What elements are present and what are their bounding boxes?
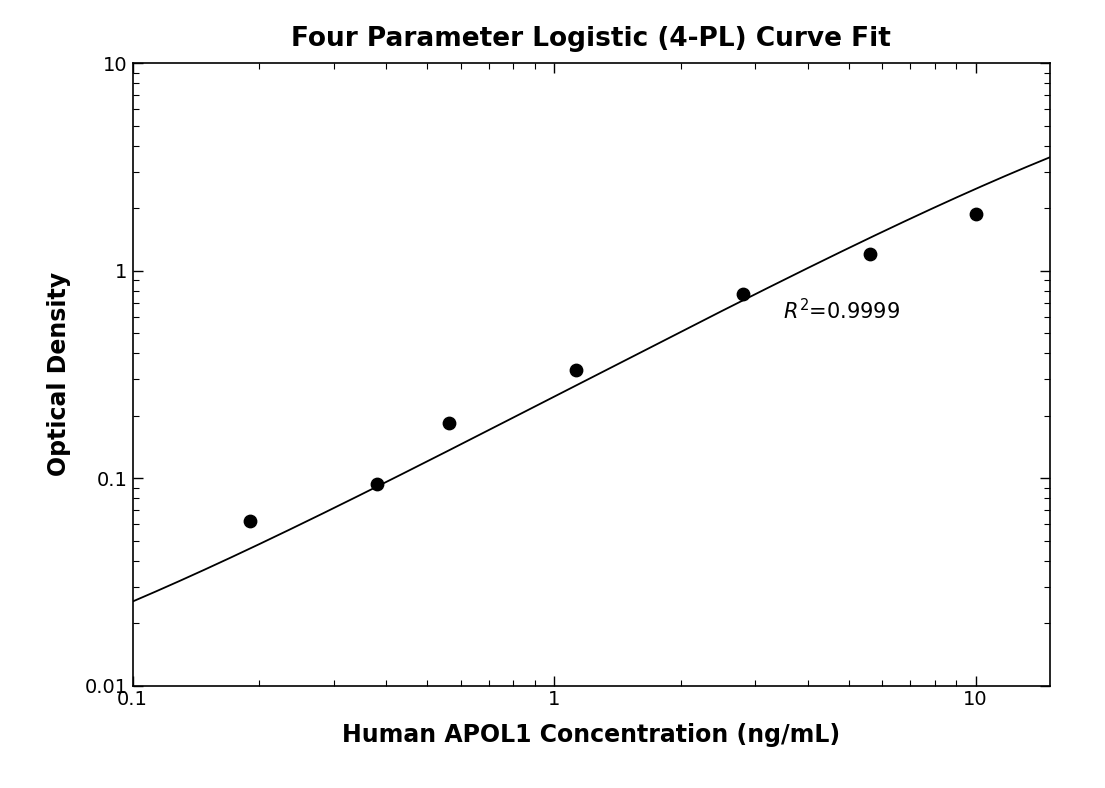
- Text: $R^{2}$=0.9999: $R^{2}$=0.9999: [783, 299, 901, 324]
- Point: [567, 364, 585, 377]
- Title: Four Parameter Logistic (4-PL) Curve Fit: Four Parameter Logistic (4-PL) Curve Fit: [292, 26, 891, 52]
- X-axis label: Human APOL1 Concentration (ng/mL): Human APOL1 Concentration (ng/mL): [343, 723, 840, 747]
- Point: [241, 515, 259, 527]
- Point: [440, 416, 457, 429]
- Point: [368, 478, 386, 490]
- Point: [862, 247, 880, 260]
- Point: [967, 207, 985, 220]
- Point: [735, 287, 753, 299]
- Y-axis label: Optical Density: Optical Density: [46, 272, 71, 477]
